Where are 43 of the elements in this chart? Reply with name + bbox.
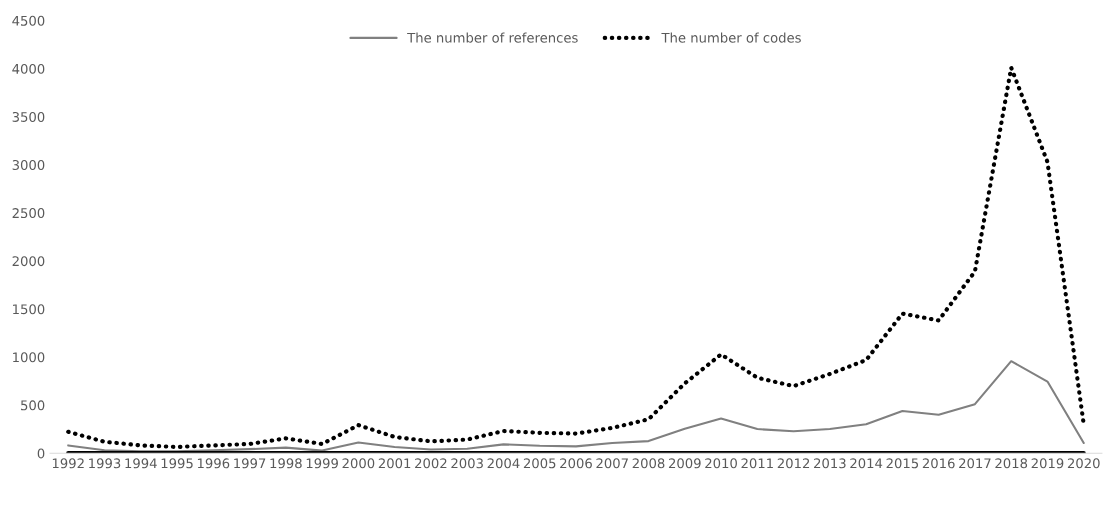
- x-tick-label: 2002: [415, 458, 447, 469]
- x-tick-label: 2007: [596, 458, 628, 469]
- x-tick-label: 2017: [959, 458, 991, 469]
- y-tick-label: 500: [21, 400, 45, 411]
- x-tick-label: 1999: [306, 458, 338, 469]
- x-tick-label: 1996: [197, 458, 230, 469]
- x-tick-label: 2014: [850, 458, 883, 469]
- x-tick-label: 2005: [523, 458, 556, 469]
- x-tick-label: 1994: [125, 458, 157, 469]
- y-tick-label: 3000: [12, 160, 45, 170]
- x-tick-label: 2019: [1031, 458, 1064, 469]
- x-tick-label: 2010: [705, 458, 737, 469]
- x-tick-label: 2016: [922, 458, 955, 469]
- y-tick-label: 3500: [12, 111, 45, 122]
- x-tick-label: 2004: [487, 458, 520, 469]
- x-tick-label: 1997: [234, 458, 266, 469]
- legend-label: The number of references: [407, 32, 578, 43]
- x-tick-label: 2009: [668, 458, 701, 469]
- x-tick-label: 2001: [378, 458, 411, 469]
- x-tick-label: 2020: [1067, 458, 1100, 469]
- x-tick-label: 1995: [161, 458, 193, 469]
- line-series: [66, 65, 1086, 450]
- x-tick-label: 2015: [886, 458, 919, 469]
- y-tick-label: 4000: [12, 63, 45, 74]
- x-tick-label: 2003: [451, 458, 483, 469]
- x-tick-label: 1998: [270, 458, 302, 469]
- x-tick-label: 2006: [560, 458, 592, 469]
- y-tick-label: 1500: [13, 304, 45, 315]
- x-tick-label: 1993: [89, 458, 121, 469]
- y-tick-label: 2000: [12, 256, 45, 267]
- x-tick-label: 2008: [632, 458, 665, 469]
- line-series: [67, 360, 1085, 453]
- x-tick-label: 2018: [995, 458, 1028, 469]
- x-tick-label: 2000: [342, 458, 375, 469]
- y-tick-label: 4500: [12, 15, 45, 26]
- y-tick-label: 2500: [12, 208, 45, 219]
- x-tick-label: 2012: [777, 458, 810, 469]
- x-tick-label: 1992: [52, 458, 84, 469]
- x-tick-label: 2013: [814, 458, 846, 469]
- x-tick-label: 2011: [741, 458, 773, 469]
- y-tick-label: 0: [37, 448, 45, 459]
- legend-label: The number of codes: [661, 32, 801, 43]
- y-tick-label: 1000: [13, 352, 45, 363]
